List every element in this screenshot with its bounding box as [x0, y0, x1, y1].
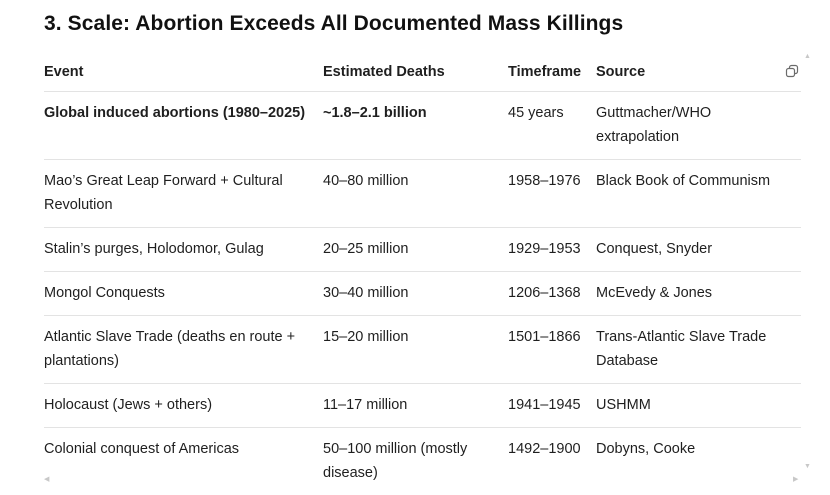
column-header-source: Source [596, 52, 801, 92]
cell-source: Dobyns, Cooke [596, 428, 801, 495]
cell-timeframe: 45 years [508, 92, 596, 160]
cell-timeframe: 1929–1953 [508, 228, 596, 272]
cell-source: Guttmacher/WHO extrapolation [596, 92, 801, 160]
scroll-down-icon[interactable]: ▼ [804, 463, 811, 470]
column-header-estimated-deaths: Estimated Deaths [323, 52, 508, 92]
column-header-timeframe: Timeframe [508, 52, 596, 92]
table-header-row: Event Estimated Deaths Timeframe Source [44, 52, 801, 92]
cell-deaths: 40–80 million [323, 160, 508, 228]
cell-timeframe: 1501–1866 [508, 316, 596, 384]
table-row: Global induced abortions (1980–2025) ~1.… [44, 92, 801, 160]
table-row: Atlantic Slave Trade (deaths en route + … [44, 316, 801, 384]
cell-event: Global induced abortions (1980–2025) [44, 92, 323, 160]
cell-source: USHMM [596, 384, 801, 428]
cell-event: Mongol Conquests [44, 272, 323, 316]
table-row: Holocaust (Jews + others) 11–17 million … [44, 384, 801, 428]
table-row: Mao’s Great Leap Forward + Cultural Revo… [44, 160, 801, 228]
cell-event: Mao’s Great Leap Forward + Cultural Revo… [44, 160, 323, 228]
scroll-left-icon[interactable]: ◀ [44, 476, 49, 483]
cell-event: Holocaust (Jews + others) [44, 384, 323, 428]
section-title: 3. Scale: Abortion Exceeds All Documente… [44, 12, 623, 36]
mass-killings-table: Event Estimated Deaths Timeframe Source … [44, 52, 801, 495]
cell-deaths: 30–40 million [323, 272, 508, 316]
scroll-up-icon[interactable]: ▲ [804, 53, 811, 60]
cell-source: Trans-Atlantic Slave Trade Database [596, 316, 801, 384]
cell-deaths: ~1.8–2.1 billion [323, 92, 508, 160]
cell-source: McEvedy & Jones [596, 272, 801, 316]
cell-event: Colonial conquest of Americas [44, 428, 323, 495]
cell-event: Atlantic Slave Trade (deaths en route + … [44, 316, 323, 384]
cell-timeframe: 1206–1368 [508, 272, 596, 316]
table-row: Stalin’s purges, Holodomor, Gulag 20–25 … [44, 228, 801, 272]
table-row: Mongol Conquests 30–40 million 1206–1368… [44, 272, 801, 316]
cell-timeframe: 1958–1976 [508, 160, 596, 228]
column-header-event: Event [44, 52, 323, 92]
cell-deaths: 20–25 million [323, 228, 508, 272]
cell-event: Stalin’s purges, Holodomor, Gulag [44, 228, 323, 272]
cell-source: Conquest, Snyder [596, 228, 801, 272]
cell-deaths: 11–17 million [323, 384, 508, 428]
cell-source: Black Book of Communism [596, 160, 801, 228]
scroll-right-icon[interactable]: ▶ [793, 476, 798, 483]
table-row: Colonial conquest of Americas 50–100 mil… [44, 428, 801, 495]
cell-deaths: 50–100 million (mostly disease) [323, 428, 508, 495]
cell-timeframe: 1941–1945 [508, 384, 596, 428]
cell-deaths: 15–20 million [323, 316, 508, 384]
cell-timeframe: 1492–1900 [508, 428, 596, 495]
